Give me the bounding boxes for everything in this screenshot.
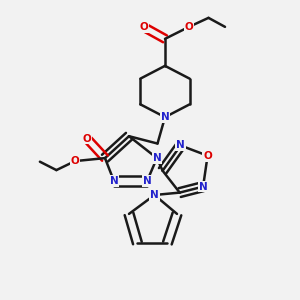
Text: O: O — [70, 156, 80, 166]
Text: O: O — [184, 22, 194, 32]
Text: N: N — [176, 140, 185, 151]
Text: O: O — [82, 134, 91, 144]
Text: N: N — [152, 153, 161, 163]
Text: O: O — [203, 151, 212, 161]
Text: N: N — [150, 190, 159, 200]
Text: O: O — [139, 22, 148, 32]
Text: N: N — [199, 182, 208, 192]
Text: N: N — [142, 176, 152, 186]
Text: N: N — [160, 112, 169, 122]
Text: N: N — [110, 176, 118, 186]
